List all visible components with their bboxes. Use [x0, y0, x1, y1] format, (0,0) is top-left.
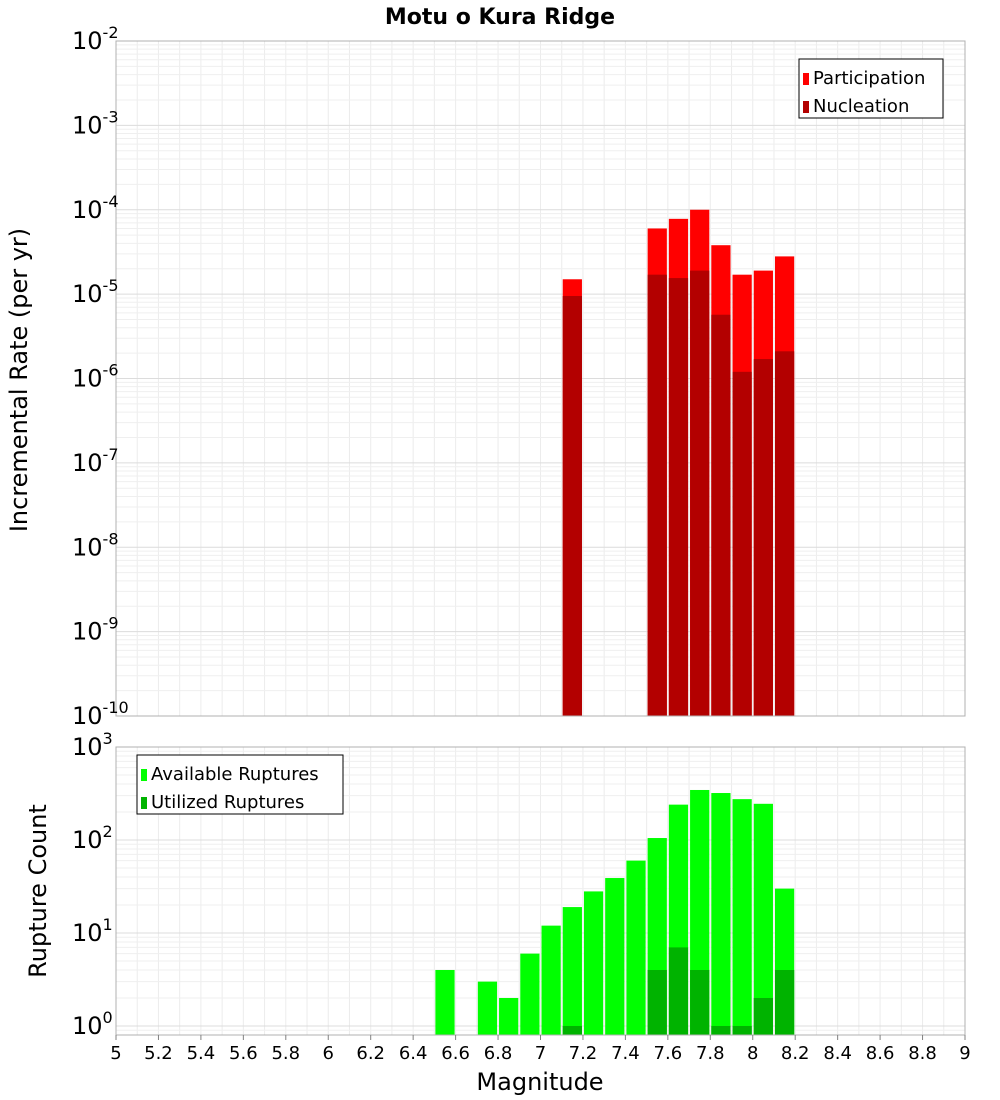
count-legend-swatch [141, 797, 147, 809]
x-tick-label: 7.6 [654, 1043, 683, 1064]
rate-y-tick-label: 10-3 [72, 107, 119, 139]
count-panel: 100 101 102 103 5 5.2 5.4 5.6 5.8 6 6.2 6.4 6.6 6.8 7… [72, 729, 971, 1064]
count-bar-available-ruptures [435, 969, 455, 1035]
x-tick-label: 9 [959, 1043, 970, 1064]
count-bar-utilized-ruptures [732, 1025, 752, 1035]
count-legend-label: Utilized Ruptures [151, 792, 304, 813]
rate-panel: 10-10 10-9 10-8 10-7 10-6 10-5 10-4 10-3 10-2 Pa… [72, 23, 966, 730]
x-tick-label: 8.6 [866, 1043, 895, 1064]
count-legend-label: Available Ruptures [151, 764, 319, 785]
rate-bar-nucleation [711, 314, 731, 716]
x-tick-label: 8 [747, 1043, 758, 1064]
count-y-axis-title: Rupture Count [24, 804, 52, 978]
count-bar-available-ruptures [477, 981, 498, 1035]
rate-y-tick-label: 10-6 [72, 361, 119, 393]
count-y-tick-label: 102 [72, 822, 113, 854]
rate-bar-nucleation [668, 278, 689, 716]
count-legend-box [136, 754, 344, 815]
rate-legend-swatch [803, 73, 809, 85]
rate-y-tick-label: 10-2 [72, 23, 119, 55]
x-tick-label: 6.8 [484, 1043, 513, 1064]
count-bar-available-ruptures [583, 891, 604, 1035]
x-tick-label: 8.8 [908, 1043, 937, 1064]
count-bar-utilized-ruptures [774, 969, 795, 1035]
count-y-ticks: 100 101 102 103 [72, 729, 113, 1040]
x-tick-label: 5.8 [271, 1043, 300, 1064]
x-tick-label: 8.2 [781, 1043, 810, 1064]
count-bar-utilized-ruptures [562, 1025, 582, 1035]
x-tick-label: 8.4 [823, 1043, 852, 1064]
count-bar-available-ruptures [711, 793, 731, 1035]
count-bar-utilized-ruptures [690, 969, 710, 1035]
rate-grid [115, 40, 966, 717]
count-bar-available-ruptures [753, 803, 773, 1035]
rate-y-tick-label: 10-5 [72, 276, 119, 308]
count-bar-available-ruptures [520, 953, 540, 1035]
rate-legend-label: Nucleation [813, 96, 909, 117]
x-tick-label: 7.8 [696, 1043, 725, 1064]
rate-y-tick-label: 10-8 [72, 529, 119, 561]
magnitude-x-ticks: 5 5.2 5.4 5.6 5.8 6 6.2 6.4 6.6 6.8 7 7.2 7.4 7.6 7.8 8… [110, 1035, 971, 1064]
rate-bar-nucleation [562, 296, 582, 716]
count-y-tick-label: 101 [72, 915, 113, 947]
count-bar-available-ruptures [732, 799, 752, 1035]
x-tick-label: 6.6 [441, 1043, 470, 1064]
rate-y-axis-title: Incremental Rate (per yr) [5, 228, 33, 532]
x-tick-label: 5.2 [144, 1043, 173, 1064]
x-tick-label: 6 [323, 1043, 334, 1064]
x-tick-label: 7.4 [611, 1043, 640, 1064]
x-tick-label: 5 [110, 1043, 121, 1064]
x-tick-label: 6.4 [399, 1043, 428, 1064]
rate-y-tick-label: 10-10 [72, 698, 129, 730]
rate-bar-nucleation [753, 359, 773, 716]
count-y-tick-label: 100 [72, 1008, 113, 1040]
count-bar-utilized-ruptures [711, 1025, 731, 1035]
count-bar-available-ruptures [605, 878, 625, 1035]
count-bar-available-ruptures [541, 925, 561, 1035]
rate-bar-nucleation [732, 371, 752, 716]
count-bar-available-ruptures [562, 907, 582, 1035]
count-bar-available-ruptures [626, 860, 646, 1035]
rate-plot-border [115, 40, 966, 717]
rate-bar-nucleation [774, 351, 795, 716]
rate-legend: Participation Nucleation [798, 58, 944, 119]
rate-legend-box [798, 58, 944, 119]
count-bars [435, 789, 795, 1035]
x-tick-label: 7 [535, 1043, 546, 1064]
rate-legend-swatch [803, 101, 809, 113]
x-tick-label: 6.2 [356, 1043, 385, 1064]
rate-y-ticks: 10-10 10-9 10-8 10-7 10-6 10-5 10-4 10-3 10-2 [72, 23, 129, 730]
rate-bar-nucleation [647, 274, 667, 716]
x-axis-title: Magnitude [476, 1068, 603, 1096]
count-legend-swatch [141, 769, 147, 781]
count-bar-utilized-ruptures [647, 969, 667, 1035]
count-legend: Available Ruptures Utilized Ruptures [136, 754, 344, 815]
rate-bars [562, 209, 795, 717]
chart-title: Motu o Kura Ridge [385, 5, 615, 30]
x-tick-label: 7.2 [569, 1043, 598, 1064]
rate-y-tick-label: 10-7 [72, 445, 119, 477]
x-tick-label: 5.4 [187, 1043, 216, 1064]
count-y-tick-label: 103 [72, 729, 113, 761]
count-bar-utilized-ruptures [668, 947, 689, 1035]
rate-y-tick-label: 10-9 [72, 614, 119, 646]
count-bar-available-ruptures [499, 997, 519, 1035]
x-tick-label: 5.6 [229, 1043, 258, 1064]
rate-y-tick-label: 10-4 [72, 192, 119, 224]
rate-bar-nucleation [690, 270, 710, 716]
count-bar-utilized-ruptures [753, 997, 773, 1035]
rate-legend-label: Participation [813, 68, 925, 89]
